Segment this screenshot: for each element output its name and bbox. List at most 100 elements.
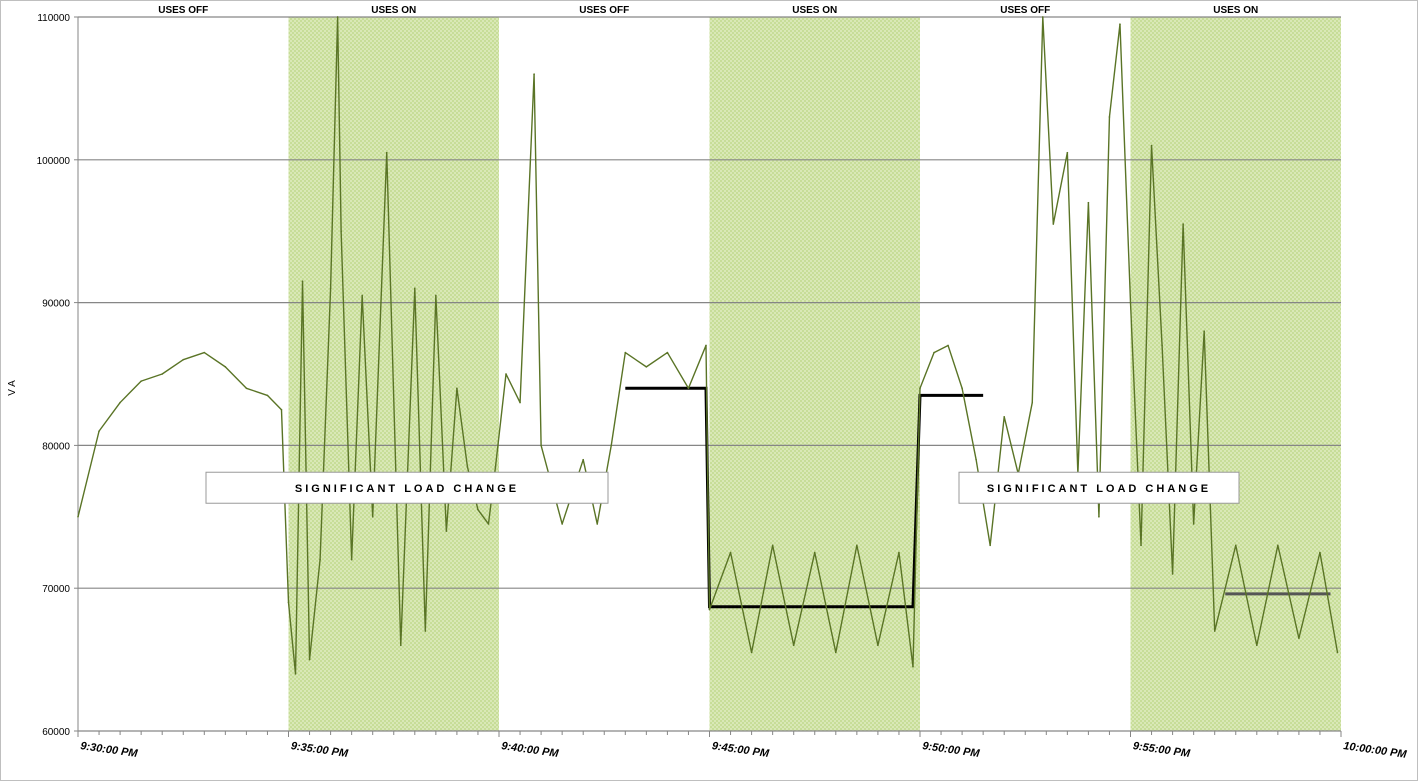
data-point: [792, 644, 795, 647]
data-point: [1031, 401, 1034, 404]
data-point: [424, 630, 427, 632]
data-point: [540, 444, 542, 447]
data-point: [385, 151, 388, 154]
data-point: [445, 530, 448, 532]
x-tick-label-0: 9:30:00 PM: [80, 740, 139, 760]
data-point: [729, 551, 732, 554]
band-label-0: USES OFF: [158, 5, 208, 16]
data-point: [371, 516, 374, 518]
band-label-2: USES OFF: [579, 5, 629, 16]
band-label-1: USES ON: [371, 5, 416, 16]
annotation-text-0: SIGNIFICANT LOAD CHANGE: [295, 483, 519, 495]
y-tick-label-1: 70000: [42, 584, 70, 595]
y-tick-label-0: 60000: [42, 727, 70, 738]
x-tick-label-6: 10:00:00 PM: [1343, 740, 1408, 761]
annotation-layer: SIGNIFICANT LOAD CHANGE SIGNIFICANT LOAD …: [205, 471, 1240, 504]
data-point: [203, 351, 206, 354]
data-point: [898, 551, 900, 554]
data-point: [912, 665, 914, 668]
data-point: [399, 644, 402, 647]
data-point: [610, 444, 613, 447]
band-shade-5: [1130, 17, 1341, 731]
data-point: [287, 601, 290, 604]
y-tick-label-4: 100000: [37, 156, 71, 167]
data-point: [414, 287, 416, 290]
data-point: [813, 551, 816, 554]
data-point: [1192, 523, 1195, 525]
level-line-0: [625, 386, 984, 609]
data-point: [961, 387, 963, 390]
data-point: [596, 523, 599, 525]
data-point: [708, 608, 711, 611]
data-point: [1098, 516, 1100, 518]
band-label-4: USES OFF: [1000, 5, 1050, 16]
series-layer: [77, 16, 1339, 675]
band-shade-3: [709, 17, 920, 731]
data-point: [266, 394, 269, 397]
data-point: [1108, 116, 1111, 118]
data-point: [519, 401, 521, 404]
data-point: [477, 508, 479, 511]
x-tick-label-3: 9:45:00 PM: [711, 740, 770, 760]
data-point: [1182, 223, 1184, 225]
data-point: [494, 466, 497, 468]
band-label-5: USES ON: [1213, 5, 1258, 16]
data-point: [533, 73, 535, 75]
y-tick-label-3: 90000: [42, 299, 70, 310]
data-point: [1087, 201, 1090, 204]
data-point: [919, 387, 921, 390]
data-point: [245, 387, 248, 390]
data-point: [161, 373, 163, 375]
data-point: [350, 558, 353, 561]
data-point: [1171, 573, 1174, 575]
data-point: [666, 351, 669, 354]
data-point: [624, 351, 627, 354]
level-lines-layer: [625, 386, 1331, 609]
data-point: [224, 366, 227, 368]
data-point: [182, 358, 185, 361]
data-point: [856, 544, 858, 547]
data-point: [1150, 144, 1153, 147]
annotation-box-0: [205, 471, 609, 504]
data-point: [1066, 151, 1069, 154]
data-point: [750, 651, 753, 654]
data-point: [1119, 23, 1121, 25]
data-point: [294, 673, 297, 675]
data-point: [835, 651, 837, 654]
data-point: [1203, 330, 1205, 332]
data-point: [505, 373, 507, 375]
data-point: [1129, 301, 1132, 304]
data-point: [705, 344, 707, 347]
y-tick-label-2: 80000: [42, 441, 70, 452]
data-point: [561, 523, 563, 525]
data-point: [140, 380, 142, 382]
band-layer: USES OFF USES ON USES OFF USES ON USES OFF US…: [158, 5, 1341, 731]
annotation-text-1: SIGNIFICANT LOAD CHANGE: [987, 483, 1211, 495]
data-point: [280, 408, 283, 411]
data-point: [645, 366, 648, 368]
data-point: [1213, 630, 1216, 632]
data-point: [456, 387, 458, 390]
data-point: [1140, 544, 1142, 547]
data-point: [975, 458, 977, 461]
data-point: [1052, 223, 1055, 225]
data-point: [329, 287, 332, 290]
data-point: [119, 401, 121, 404]
data-point: [340, 230, 342, 232]
data-point: [582, 458, 584, 461]
data-point: [301, 280, 304, 282]
data-point: [933, 351, 935, 354]
data-point: [1161, 344, 1163, 347]
y-tick-label-5: 110000: [37, 13, 70, 24]
data-point: [319, 558, 321, 561]
data-point: [1234, 544, 1237, 547]
data-point: [947, 344, 949, 347]
data-point: [336, 16, 339, 18]
data-point: [687, 387, 690, 390]
data-point: [435, 294, 437, 297]
x-tick-label-4: 9:50:00 PM: [922, 740, 981, 760]
data-point: [1336, 651, 1339, 654]
band-shade-1: [288, 17, 499, 731]
data-point: [308, 658, 311, 661]
